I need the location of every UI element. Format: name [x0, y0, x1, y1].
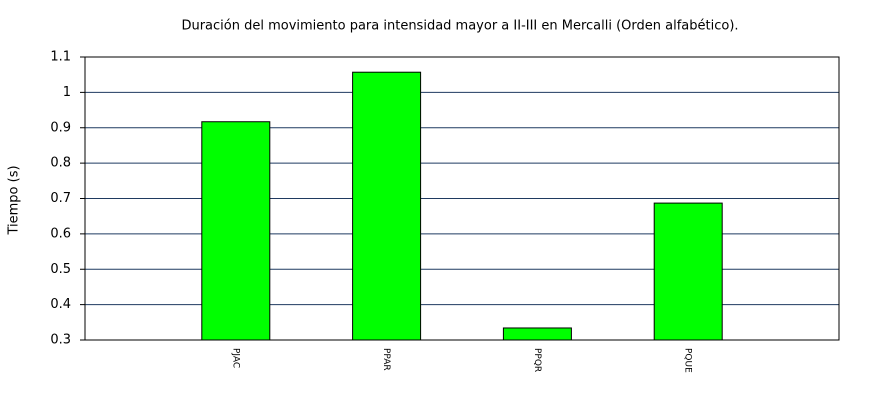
bar — [502, 327, 572, 341]
y-tick-label: 0.3 — [50, 333, 71, 348]
y-tick-label: 0.9 — [50, 120, 71, 135]
y-axis-label: Tiempo (s) — [7, 165, 22, 235]
chart-title: Duración del movimiento para intensidad … — [181, 19, 738, 34]
y-tick-label: 0.4 — [50, 297, 71, 312]
y-tick-label: 0.7 — [50, 191, 71, 206]
plot-frame — [84, 56, 840, 341]
y-tick-label: 1.1 — [50, 50, 71, 65]
x-tick-label: PPAR — [381, 348, 391, 371]
x-tick-label: PPQR — [532, 348, 542, 372]
y-tick-label: 0.5 — [50, 262, 71, 277]
y-tick-label: 1 — [63, 85, 71, 100]
bar — [201, 121, 271, 341]
x-tick-label: PQUE — [683, 348, 693, 373]
x-tick-label: PJAC — [230, 348, 240, 368]
y-tick-label: 0.6 — [50, 226, 71, 241]
bar — [653, 202, 723, 341]
y-tick-label: 0.8 — [50, 156, 71, 171]
bar — [352, 71, 422, 341]
